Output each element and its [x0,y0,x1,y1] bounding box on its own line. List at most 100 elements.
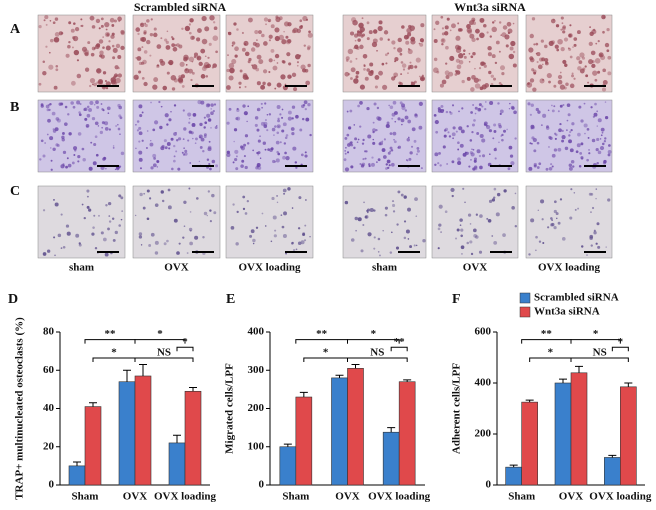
cell [512,50,516,54]
cell [160,146,165,151]
cell [595,188,598,190]
cell [300,64,306,70]
cell [182,109,185,112]
cell [506,128,508,131]
micrograph [431,185,519,259]
cell [491,21,495,24]
cell [240,164,244,168]
cell [407,72,409,75]
cell [302,233,306,237]
cell [494,20,496,22]
cell [55,117,60,121]
cell [209,167,212,171]
cell [400,118,405,123]
cell [422,78,424,80]
cell [529,78,535,83]
cell [186,252,189,254]
cell [478,154,482,158]
cell [393,140,397,144]
cell [361,17,364,20]
cell [281,60,285,63]
cell [191,122,196,127]
error-bar [335,374,344,378]
cell [495,40,500,45]
cell [292,27,299,33]
cell [249,234,253,238]
cell [553,105,556,108]
cell [96,68,102,74]
cell [274,125,277,128]
cell [566,129,568,132]
cell [53,199,55,201]
cell [407,64,412,69]
cell [148,244,152,247]
cell [277,117,280,120]
cell [527,102,531,106]
cell [100,54,105,59]
cell [397,47,403,53]
cell [149,54,152,57]
cell [576,143,581,148]
cell [439,83,444,88]
cell [530,124,535,129]
cell [535,235,538,239]
cell [49,51,51,54]
cell [389,146,393,150]
cell [493,196,496,199]
cell [140,23,143,26]
cell [590,192,594,196]
cell [226,121,230,125]
cell [447,131,450,134]
cell [263,41,268,46]
cell [268,20,271,22]
cell [399,52,403,56]
cell [462,187,465,190]
cell [403,195,407,199]
cell [134,214,137,217]
cell [120,196,124,200]
cell [372,141,376,145]
cell [276,194,279,197]
error-bar [299,391,308,398]
cell [389,150,392,153]
cell [295,114,299,119]
cell [368,30,373,35]
cell [117,66,120,70]
cell [471,131,474,134]
cell [472,148,475,151]
cell [200,137,205,142]
cell [141,139,144,142]
cell [194,235,199,240]
cell [493,77,497,81]
cell [474,112,477,115]
cell [79,102,82,106]
cell [393,47,396,50]
cell [52,147,56,151]
cell [394,120,397,123]
cell [591,63,596,68]
cell [52,21,56,25]
cell [84,51,89,57]
sig-label: NS [157,347,171,359]
sig-label: * [157,328,163,340]
cell [104,80,107,83]
cell [73,39,76,41]
sig-label: * [371,328,377,340]
cell [182,236,185,239]
cell [441,38,445,42]
cell [268,39,271,42]
cell [62,132,65,135]
cell [275,15,279,19]
cell [135,147,137,150]
cell [104,22,110,28]
cell [108,215,111,217]
cell [77,155,81,159]
cell [540,39,544,43]
cell [437,247,440,250]
cell [529,33,534,39]
cell [536,141,540,145]
cell [150,166,154,170]
cell [117,103,121,108]
cell [201,15,207,22]
cell [53,85,58,90]
